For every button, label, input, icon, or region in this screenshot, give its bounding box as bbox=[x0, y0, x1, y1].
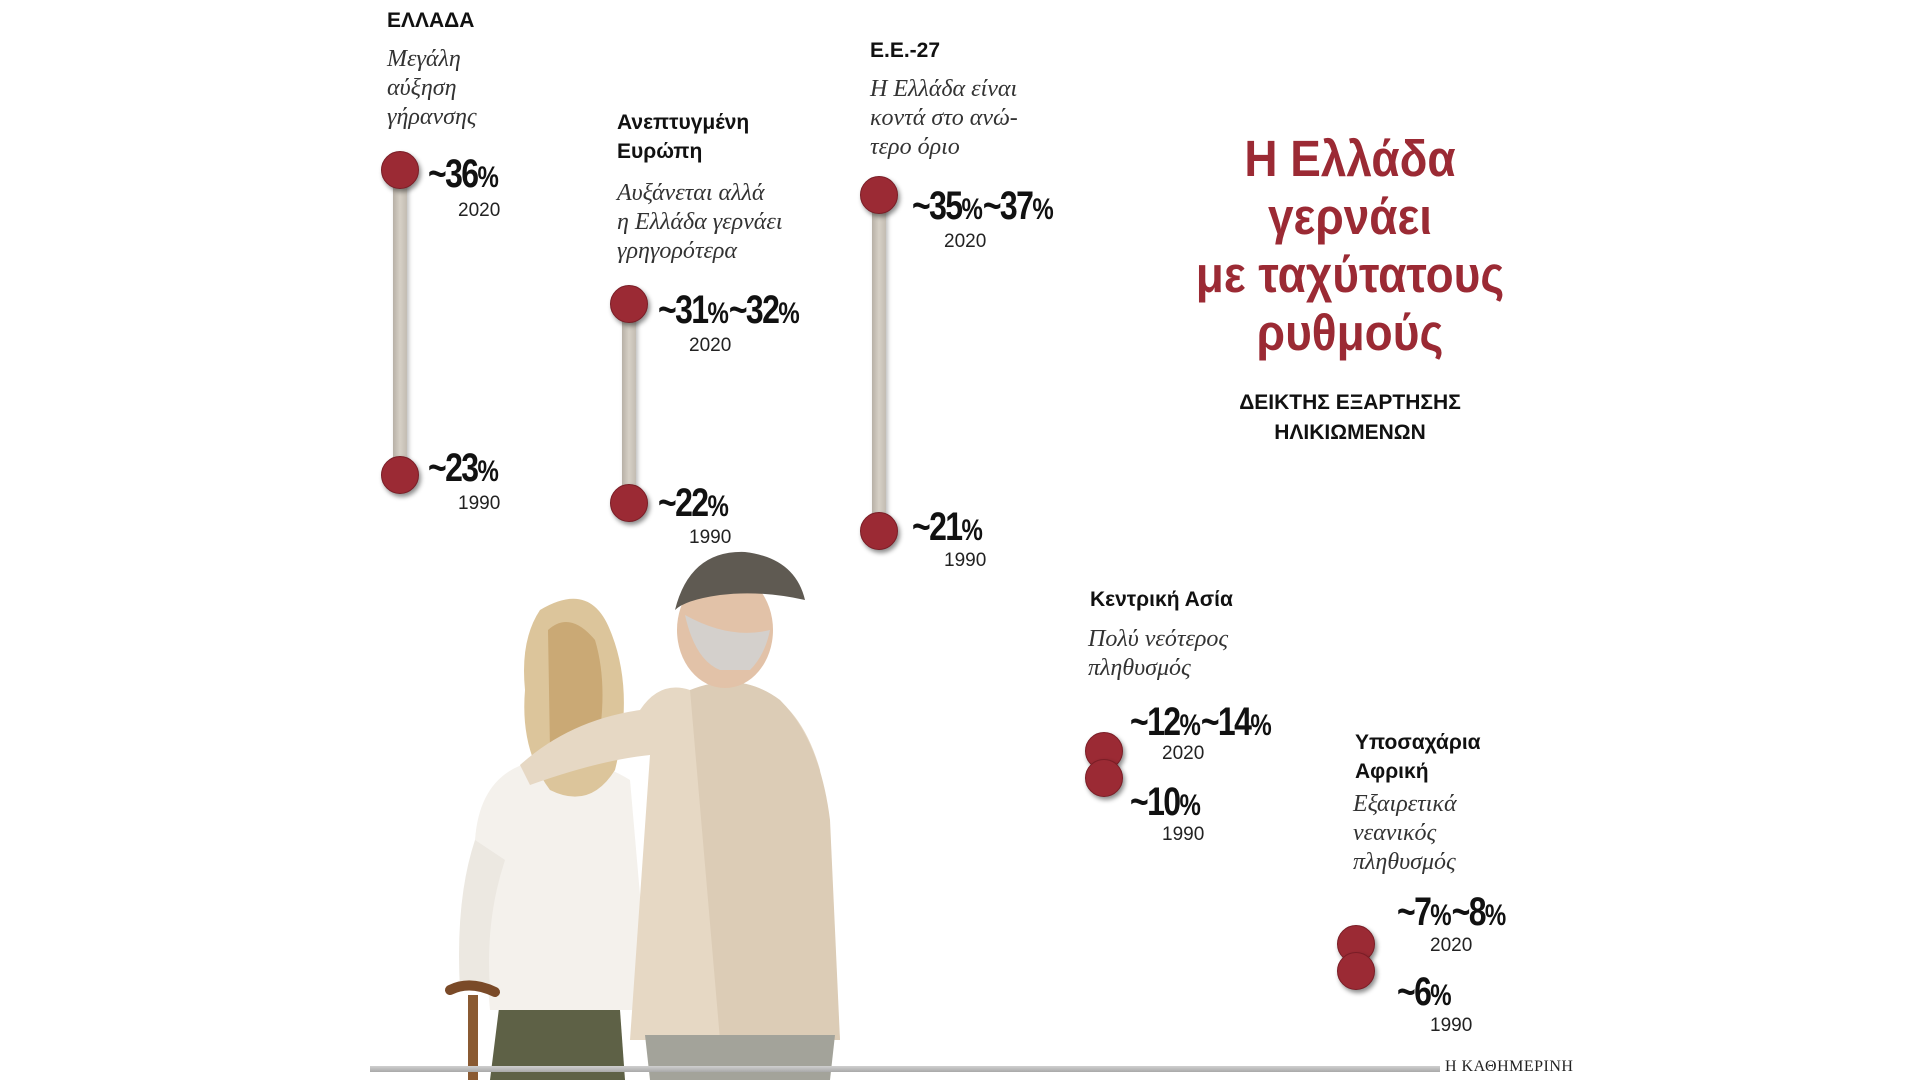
chart-subtitle: ΔΕΙΚΤΗΣ ΕΞΑΡΤΗΣΗΣ ΗΛΙΚΙΩΜΕΝΩΝ bbox=[1239, 391, 1461, 444]
pct-sign: % bbox=[477, 161, 499, 194]
dot-eu27-1990 bbox=[860, 512, 898, 550]
value-text: ~10 bbox=[1130, 780, 1181, 824]
value-eu27-2020: ~35%~37% bbox=[912, 184, 1054, 232]
region-note-central-asia: Πολύ νεότερος πληθυσμός bbox=[1088, 626, 1229, 681]
year-greece-1990: 1990 bbox=[458, 493, 501, 514]
year-central-asia-1990: 1990 bbox=[1162, 824, 1205, 845]
pct-sign: % bbox=[707, 297, 729, 330]
value-greece-2020: ~36% bbox=[428, 152, 499, 200]
year-subsaharan-africa-1990: 1990 bbox=[1430, 1015, 1473, 1036]
pct-sign: % bbox=[1484, 899, 1507, 932]
region-name-greece: ΕΛΛΑΔΑ bbox=[387, 9, 475, 32]
pct-sign: % bbox=[961, 514, 983, 547]
region-name-central-asia: Κεντρική Ασία bbox=[1090, 588, 1233, 611]
elderly-couple-photo bbox=[445, 551, 840, 1080]
dot-greece-1990 bbox=[381, 456, 419, 494]
dot-greece-2020 bbox=[381, 151, 419, 189]
region-name-eu27: Ε.Ε.-27 bbox=[870, 39, 941, 62]
value-subsaharan-africa-1990: ~6% bbox=[1397, 970, 1452, 1018]
value-text-hi: ~32 bbox=[728, 288, 780, 332]
pct-sign: % bbox=[707, 490, 729, 523]
year-central-asia-2020: 2020 bbox=[1162, 743, 1205, 764]
value-greece-1990: ~23% bbox=[428, 446, 499, 494]
dot-eu27-2020 bbox=[860, 176, 898, 214]
track-greece bbox=[393, 170, 407, 470]
chart-title: Η Ελλάδα γερνάει με ταχύτατους ρυθμούς bbox=[1195, 130, 1505, 361]
year-eu27-2020: 2020 bbox=[944, 231, 987, 252]
pct-sign: % bbox=[1430, 899, 1452, 932]
value-central-asia-1990: ~10% bbox=[1130, 780, 1201, 828]
value-developed-europe-1990: ~22% bbox=[658, 481, 729, 529]
dot-developed-europe-1990 bbox=[610, 484, 648, 522]
region-name-subsaharan-africa: Υποσαχάρια Αφρική bbox=[1355, 731, 1481, 783]
track-developed-europe bbox=[622, 318, 636, 508]
pct-sign: % bbox=[1179, 709, 1201, 742]
value-text: ~7 bbox=[1397, 890, 1432, 934]
pct-sign: % bbox=[1032, 193, 1054, 226]
year-developed-europe-2020: 2020 bbox=[689, 335, 732, 356]
year-developed-europe-1990: 1990 bbox=[689, 527, 732, 548]
dot-central-asia-1990 bbox=[1085, 759, 1123, 797]
value-text: ~31 bbox=[658, 288, 709, 332]
dot-subsaharan-africa-1990 bbox=[1337, 952, 1375, 990]
pct-sign: % bbox=[1250, 709, 1272, 742]
region-name-developed-europe: Ανεπτυγμένη Ευρώπη bbox=[617, 111, 750, 163]
value-text: ~36 bbox=[428, 152, 479, 196]
value-text: ~22 bbox=[658, 481, 709, 525]
pct-sign: % bbox=[778, 297, 800, 330]
region-note-greece: Μεγάλη αύξηση γήρανσης bbox=[387, 46, 477, 130]
value-text: ~23 bbox=[428, 446, 479, 490]
value-central-asia-2020: ~12%~14% bbox=[1130, 700, 1272, 748]
region-note-eu27: Η Ελλάδα είναι κοντά στο ανώ- τερο όριο bbox=[870, 76, 1018, 160]
pct-sign: % bbox=[1179, 789, 1201, 822]
dot-developed-europe-2020 bbox=[610, 285, 648, 323]
value-text-hi: ~8 bbox=[1451, 890, 1487, 934]
value-text-hi: ~37 bbox=[982, 184, 1034, 228]
value-eu27-1990: ~21% bbox=[912, 505, 983, 553]
pct-sign: % bbox=[961, 193, 983, 226]
baseline-bar bbox=[370, 1066, 1440, 1072]
pct-sign: % bbox=[477, 455, 499, 488]
year-greece-2020: 2020 bbox=[458, 200, 501, 221]
year-eu27-1990: 1990 bbox=[944, 550, 987, 571]
value-text: ~6 bbox=[1397, 970, 1432, 1014]
value-text-hi: ~14 bbox=[1200, 700, 1252, 744]
pct-sign: % bbox=[1430, 979, 1452, 1012]
region-note-developed-europe: Αυξάνεται αλλά η Ελλάδα γερνάει γρηγορότ… bbox=[617, 180, 783, 264]
region-note-subsaharan-africa: Εξαιρετικά νεανικός πληθυσμός bbox=[1353, 791, 1457, 875]
value-subsaharan-africa-2020: ~7%~8% bbox=[1397, 890, 1506, 938]
value-text: ~12 bbox=[1130, 700, 1181, 744]
year-subsaharan-africa-2020: 2020 bbox=[1430, 935, 1473, 956]
value-text: ~35 bbox=[912, 184, 963, 228]
track-eu27 bbox=[872, 195, 886, 530]
value-text: ~21 bbox=[912, 505, 963, 549]
value-developed-europe-2020: ~31%~32% bbox=[658, 288, 800, 336]
source-label: Η ΚΑΘΗΜΕΡΙΝΗ bbox=[1445, 1058, 1574, 1075]
